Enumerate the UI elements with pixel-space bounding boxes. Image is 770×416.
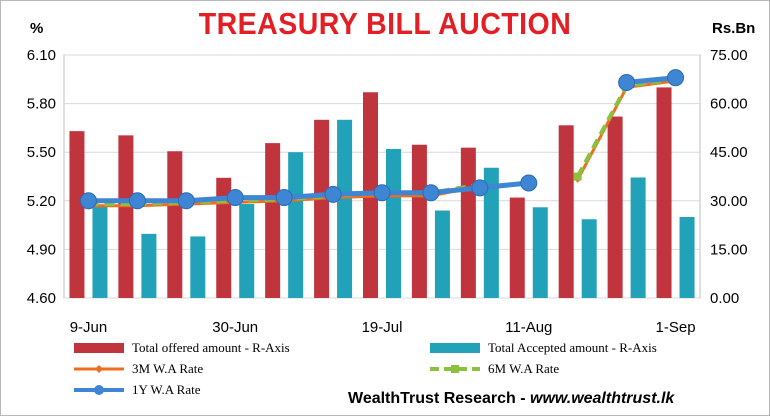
accepted-bar [630, 177, 646, 298]
offered-bar [216, 177, 232, 298]
legend: Total offered amount - R-Axis Total Accep… [74, 340, 657, 397]
rate-1y-line [88, 180, 530, 204]
accepted-bar [581, 219, 597, 298]
accepted-bar [434, 210, 450, 298]
left-tick-label: 4.60 [27, 290, 56, 307]
rate-1y-point [373, 184, 391, 202]
right-tick-label: 0.00 [710, 290, 739, 307]
left-tick-label: 5.20 [27, 193, 56, 210]
x-tick-label: 9-Jun [70, 319, 108, 336]
accepted-bar [679, 217, 695, 298]
accepted-bar [239, 204, 255, 298]
right-tick-label: 75.00 [710, 47, 748, 64]
legend-label: 1Y W.A Rate [132, 382, 201, 397]
legend-label: 3M W.A Rate [132, 361, 203, 376]
x-tick-label: 19-Jul [362, 319, 403, 336]
accepted-bar [92, 204, 108, 298]
offered-bar [118, 135, 134, 298]
rate-1y-point [275, 189, 293, 207]
left-axis-unit: % [30, 20, 44, 37]
offered-bar [607, 116, 623, 298]
rate-1y-point [324, 185, 342, 203]
legend-accepted: Total Accepted amount - R-Axis [430, 340, 657, 355]
rate-1y-point [667, 69, 685, 87]
offered-bar [265, 143, 281, 298]
legend-swatch [430, 343, 480, 353]
rate-1y-point [520, 174, 538, 192]
right-axis-ticks: 0.00 15.00 30.00 45.00 60.00 75.00 [710, 47, 748, 307]
legend-6m: 6M W.A Rate [430, 361, 559, 376]
x-tick-label: 11-Aug [505, 319, 552, 336]
accepted-bar [386, 148, 401, 298]
offered-bar [656, 87, 672, 299]
left-tick-label: 5.50 [27, 144, 56, 161]
offered-bar [69, 131, 85, 298]
offered-bar [558, 125, 574, 298]
rate-1y-point [177, 192, 195, 210]
offered-bar [167, 151, 183, 298]
accepted-bar [532, 207, 548, 298]
legend-label: Total Accepted amount - R-Axis [488, 340, 657, 355]
x-tick-label: 1-Sep [656, 319, 696, 336]
legend-marker [94, 385, 104, 395]
right-tick-label: 45.00 [710, 144, 748, 161]
offered-bar [411, 144, 427, 298]
legend-marker [451, 365, 459, 373]
accepted-bar [337, 119, 353, 298]
right-tick-label: 30.00 [710, 193, 748, 210]
rate-1y-point [128, 192, 146, 210]
accepted-bar [288, 152, 304, 298]
legend-marker [95, 365, 103, 373]
left-tick-label: 4.90 [27, 241, 56, 258]
line-series [79, 69, 685, 210]
right-axis-unit: Rs.Bn [712, 20, 756, 37]
credit-org: WealthTrust Research [348, 390, 516, 407]
rate-1y-point [618, 74, 636, 92]
legend-label: Total offered amount - R-Axis [132, 340, 290, 355]
rate-1y-point [226, 189, 244, 207]
legend-swatch [74, 343, 124, 353]
x-tick-label: 30-Jun [212, 319, 258, 336]
left-tick-label: 6.10 [27, 47, 56, 64]
chart-title: TREASURY BILL AUCTION [198, 6, 572, 41]
accepted-bar [190, 236, 206, 298]
rate-1y-point [471, 179, 489, 197]
credit-url[interactable]: www.wealthtrust.lk [530, 390, 675, 407]
accepted-bar [483, 167, 499, 298]
credit-separator: - [520, 390, 526, 407]
plot-area [63, 54, 701, 299]
credit-line: WealthTrust Research - www.wealthtrust.l… [348, 390, 674, 408]
legend-3m: 3M W.A Rate [74, 361, 203, 376]
left-axis-ticks: 4.60 4.90 5.20 5.50 5.80 6.10 [27, 47, 56, 307]
x-axis-ticks: 9-Jun 30-Jun 19-Jul 11-Aug 1-Sep [70, 319, 696, 336]
rate-6m-point [573, 172, 582, 181]
offered-bar [509, 197, 525, 298]
rate-1y-point [79, 192, 97, 210]
offered-bar [314, 119, 330, 298]
offered-bar [460, 147, 476, 298]
rate-1y-point [422, 184, 440, 202]
legend-offered: Total offered amount - R-Axis [74, 340, 290, 355]
accepted-bar [141, 233, 157, 298]
legend-1y: 1Y W.A Rate [74, 382, 201, 397]
right-tick-label: 15.00 [710, 241, 748, 258]
left-tick-label: 5.80 [27, 96, 56, 113]
gridlines [63, 54, 701, 299]
right-tick-label: 60.00 [710, 96, 748, 113]
legend-label: 6M W.A Rate [488, 361, 559, 376]
